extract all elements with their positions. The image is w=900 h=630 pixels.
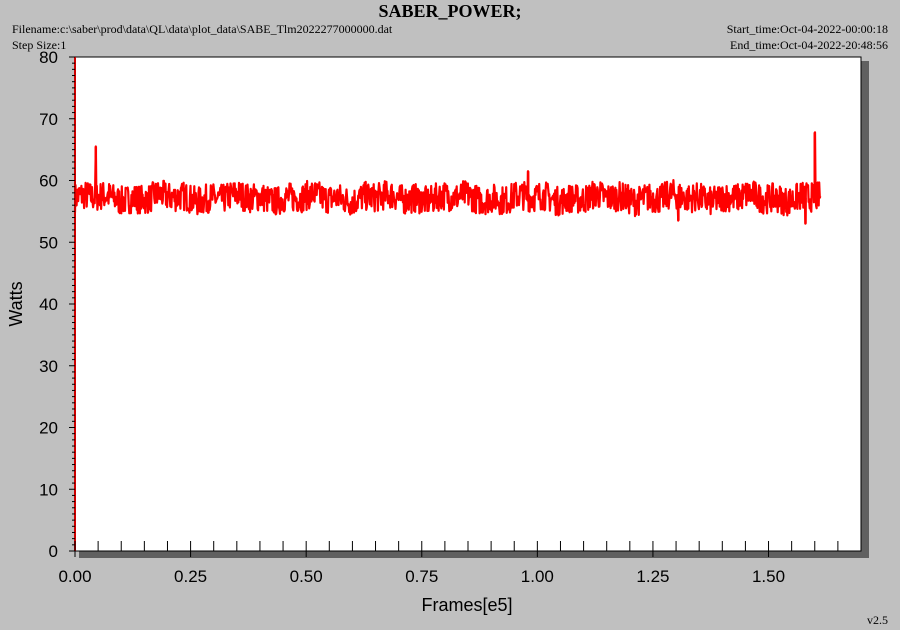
power-series-line (73, 131, 822, 225)
y-tick-label: 40 (39, 295, 58, 314)
step-size-label: Step Size:1 (12, 38, 67, 52)
x-tick-label: 1.25 (636, 567, 669, 586)
y-tick-label: 80 (39, 48, 58, 67)
y-tick-label: 30 (39, 357, 58, 376)
y-axis-label: Watts (6, 281, 26, 326)
x-tick-label: 0.00 (58, 567, 91, 586)
y-tick-label: 10 (39, 480, 58, 499)
end-time-label: End_time:Oct-04-2022-20:48:56 (730, 38, 888, 52)
x-tick-label: 1.00 (521, 567, 554, 586)
x-tick-label: 0.50 (290, 567, 323, 586)
x-tick-label: 0.25 (174, 567, 207, 586)
filename-label: Filename:c:\saber\prod\data\QL\data\plot… (12, 22, 393, 36)
version-label: v2.5 (867, 613, 888, 627)
x-tick-label: 0.75 (405, 567, 438, 586)
x-tick-label: 1.50 (752, 567, 785, 586)
y-tick-label: 0 (49, 542, 58, 561)
plot-area (74, 56, 862, 552)
y-tick-label: 20 (39, 419, 58, 438)
y-tick-label: 60 (39, 172, 58, 191)
chart-title: SABER_POWER; (378, 1, 522, 21)
start-time-label: Start_time:Oct-04-2022-00:00:18 (726, 22, 888, 36)
y-tick-label: 70 (39, 110, 58, 129)
y-tick-label: 50 (39, 233, 58, 252)
x-axis-label: Frames[e5] (421, 595, 512, 615)
